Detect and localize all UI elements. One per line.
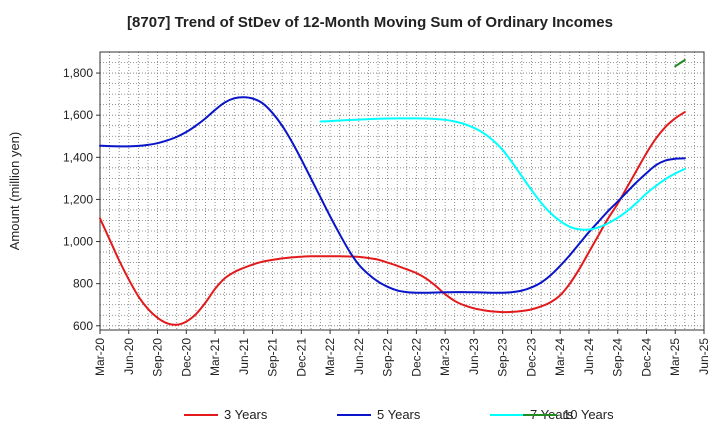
x-tick-label: Sep-23 (496, 338, 510, 377)
x-tick-label: Jun-20 (122, 338, 136, 375)
y-tick-label: 1,400 (63, 150, 93, 164)
x-tick-label: Mar-23 (438, 338, 452, 376)
x-tick-label: Jun-22 (352, 338, 366, 375)
series-line-7-years (319, 117, 686, 231)
legend-label-10-years: 10 Years (563, 407, 614, 422)
y-tick-label: 1,000 (63, 235, 93, 249)
x-tick-label: Sep-22 (381, 338, 395, 377)
x-tick-label: Dec-22 (409, 338, 423, 377)
y-tick-label: 1,200 (63, 192, 93, 206)
x-tick-label: Jun-24 (582, 338, 596, 375)
y-axis-label: Amount (million yen) (7, 132, 22, 251)
x-tick-label: Sep-20 (151, 338, 165, 377)
y-tick-label: 1,600 (63, 108, 93, 122)
x-tick-label: Dec-20 (179, 338, 193, 377)
x-tick-label: Mar-22 (323, 338, 337, 376)
x-tick-label: Sep-24 (611, 338, 625, 377)
y-tick-label: 1,800 (63, 66, 93, 80)
y-tick-label: 800 (73, 277, 93, 291)
x-tick-label: Dec-21 (294, 338, 308, 377)
plot-area (100, 52, 704, 330)
x-tick-label: Dec-24 (639, 338, 653, 377)
x-tick-label: Dec-23 (524, 338, 538, 377)
x-tick-label: Jun-23 (467, 338, 481, 375)
x-tick-label: Jun-21 (237, 338, 251, 375)
y-tick-label: 600 (73, 319, 93, 333)
x-tick-label: Sep-21 (266, 338, 280, 377)
legend-label-5-years: 5 Years (377, 407, 421, 422)
plot-frame (99, 51, 705, 331)
x-tick-label: Jun-25 (697, 338, 711, 375)
x-tick-label: Mar-21 (208, 338, 222, 376)
series-line-3-years (99, 111, 686, 326)
x-tick-label: Mar-20 (93, 338, 107, 376)
series-line-10-years (674, 59, 686, 68)
legend-label-3-years: 3 Years (224, 407, 268, 422)
chart-title: [8707] Trend of StDev of 12-Month Moving… (127, 14, 613, 31)
x-tick-label: Mar-24 (553, 338, 567, 376)
x-tick-label: Mar-25 (668, 338, 682, 376)
series-line-5-years (99, 96, 686, 294)
